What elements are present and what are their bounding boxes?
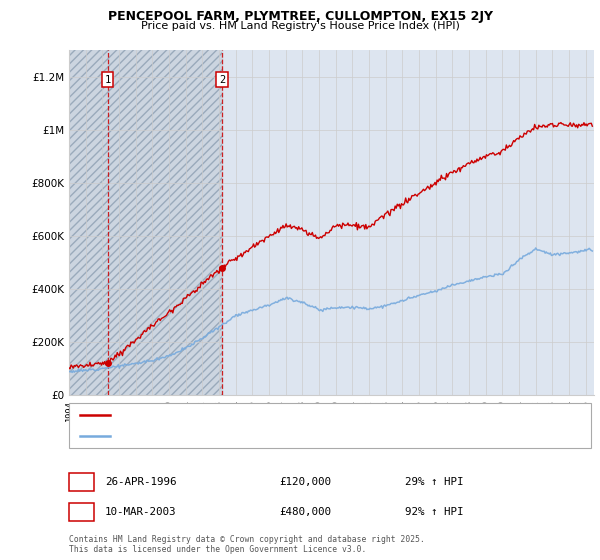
Text: 26-APR-1996: 26-APR-1996 [105,477,176,487]
Text: 2: 2 [78,507,85,517]
Text: PENCEPOOL FARM, PLYMTREE, CULLOMPTON, EX15 2JY: PENCEPOOL FARM, PLYMTREE, CULLOMPTON, EX… [107,10,493,23]
Text: 2: 2 [219,74,225,85]
Text: 10-MAR-2003: 10-MAR-2003 [105,507,176,517]
Text: 1: 1 [104,74,111,85]
Text: £120,000: £120,000 [279,477,331,487]
Text: 92% ↑ HPI: 92% ↑ HPI [405,507,464,517]
Text: Price paid vs. HM Land Registry's House Price Index (HPI): Price paid vs. HM Land Registry's House … [140,21,460,31]
Text: 1: 1 [78,477,85,487]
Bar [69,50,107,395]
Text: PENCEPOOL FARM, PLYMTREE, CULLOMPTON, EX15 2JY (detached house): PENCEPOOL FARM, PLYMTREE, CULLOMPTON, EX… [117,411,479,420]
Bar [69,50,107,395]
Text: HPI: Average price, detached house, East Devon: HPI: Average price, detached house, East… [117,431,382,440]
Text: 29% ↑ HPI: 29% ↑ HPI [405,477,464,487]
Text: £480,000: £480,000 [279,507,331,517]
Text: Contains HM Land Registry data © Crown copyright and database right 2025.
This d: Contains HM Land Registry data © Crown c… [69,535,425,554]
Bar [107,50,222,395]
Bar [107,50,222,395]
